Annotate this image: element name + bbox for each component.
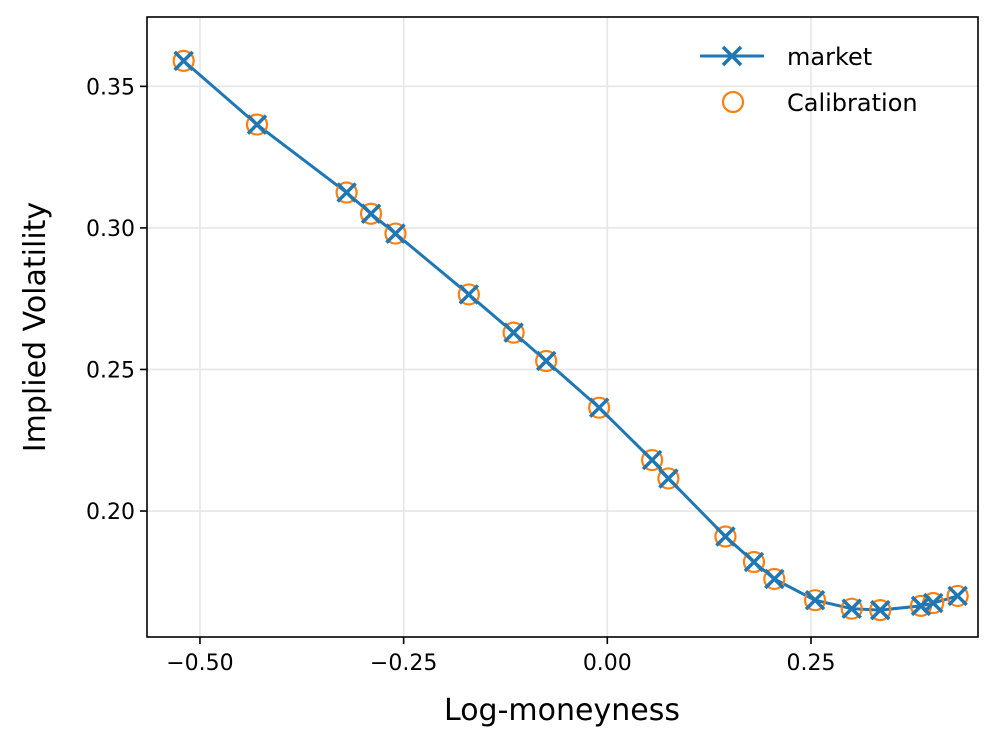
legend-market-label: market <box>787 43 872 71</box>
calibration-point <box>172 49 195 72</box>
calibration-point <box>840 597 863 620</box>
legend-calibration-marker <box>721 90 745 114</box>
x-tick-label: −0.50 <box>166 651 233 676</box>
market-point <box>588 397 610 418</box>
market-point <box>503 322 524 343</box>
calibration-point <box>335 181 358 204</box>
calibration-point <box>535 349 558 373</box>
calibration-point <box>657 467 680 490</box>
calibration-point <box>803 589 827 612</box>
y-tick-label: 0.30 <box>86 217 135 242</box>
market-point <box>458 284 480 305</box>
y-tick-label: 0.25 <box>86 358 135 383</box>
calibration-point <box>869 599 892 622</box>
market-point <box>910 595 932 617</box>
calibration-point <box>245 113 269 136</box>
y-axis-label: Implied Volatility <box>18 202 53 452</box>
market-point <box>658 468 679 489</box>
calibration-point <box>457 283 480 306</box>
plot-series <box>172 49 969 622</box>
x-tick-label: 0.25 <box>786 651 835 676</box>
calibration-point <box>641 448 664 472</box>
market-point <box>641 449 663 471</box>
calibration-point <box>763 567 786 591</box>
market-point <box>535 350 557 372</box>
calibration-point <box>946 584 969 608</box>
market-point <box>246 114 268 135</box>
market-point <box>922 592 944 614</box>
axis-ticks: −0.50 −0.25 0.00 0.25 0.20 0.25 0.30 0.35 <box>86 75 835 676</box>
market-point <box>173 50 194 72</box>
market-point <box>804 589 826 611</box>
calibration-point <box>714 525 737 548</box>
legend: market Calibration <box>700 43 918 117</box>
legend-market-marker <box>721 45 743 67</box>
market-point <box>743 551 765 573</box>
market-point <box>841 598 862 619</box>
x-axis-label: Log-moneyness <box>444 693 680 728</box>
market-point <box>947 585 968 607</box>
market-line <box>182 59 959 612</box>
market-point <box>764 568 785 590</box>
market-point <box>360 203 382 224</box>
market-point <box>385 223 406 244</box>
calibration-point <box>742 550 766 574</box>
y-tick-label: 0.20 <box>86 500 135 525</box>
plot-frame <box>146 16 979 638</box>
calibration-point <box>384 222 407 245</box>
y-tick-label: 0.35 <box>86 75 135 100</box>
calibration-point <box>588 396 611 419</box>
market-point <box>869 599 891 621</box>
calibration-point <box>502 321 525 344</box>
x-tick-label: −0.25 <box>370 651 437 676</box>
market-point <box>715 526 736 547</box>
legend-calibration-label: Calibration <box>787 89 918 117</box>
x-tick-label: 0.00 <box>583 651 632 676</box>
calibration-point <box>359 202 383 225</box>
gridlines <box>147 17 978 637</box>
market-point <box>336 182 357 203</box>
